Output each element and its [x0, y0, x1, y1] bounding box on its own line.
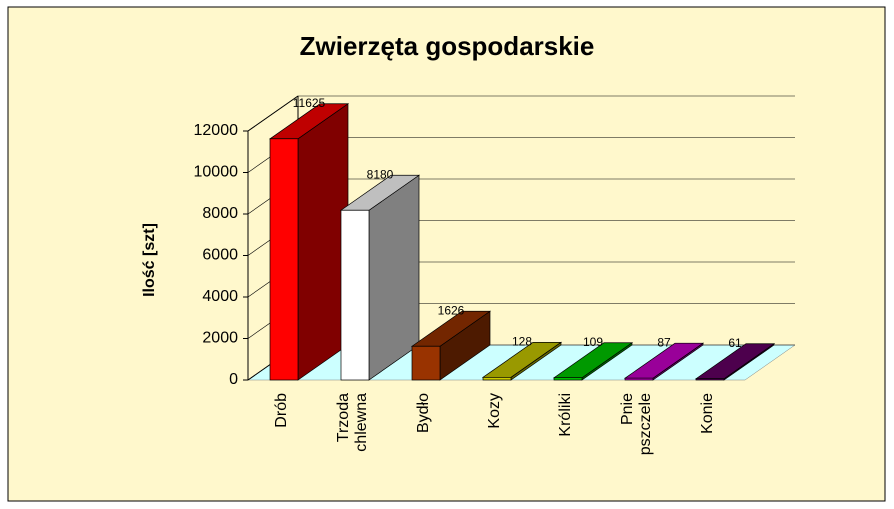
bar-side: [368, 174, 420, 381]
y-tick-label: 12000: [194, 122, 239, 139]
grid-line: [247, 95, 299, 132]
y-tick-label: 6000: [202, 247, 238, 264]
value-label: 1626: [438, 303, 465, 317]
bar: [695, 378, 725, 381]
bar: [340, 209, 370, 381]
x-tick-label: Kozy: [486, 393, 503, 429]
bar: [624, 377, 654, 381]
chart-title: Zwierzęta gospodarskie: [300, 31, 595, 61]
value-label: 128: [512, 335, 532, 349]
y-tick-label: 2000: [202, 330, 238, 347]
chart-area: [7, 6, 886, 502]
y-tick-label: 0: [229, 371, 238, 388]
bar: [411, 345, 441, 381]
bar: [269, 138, 299, 381]
x-tick-label: Trzodachlewna: [335, 393, 370, 452]
value-label: 8180: [367, 167, 394, 181]
y-tick-label: 4000: [202, 288, 238, 305]
x-tick-label: Króliki: [557, 393, 574, 437]
value-label: 109: [583, 335, 603, 349]
bar: [553, 377, 583, 381]
y-axis-label: Ilość [szt]: [141, 223, 158, 297]
x-tick-label: Konie: [699, 393, 716, 434]
value-label: 11625: [293, 96, 326, 110]
value-label: 61: [728, 336, 742, 350]
value-label: 87: [657, 335, 671, 349]
y-tick-label: 10000: [194, 164, 239, 181]
x-tick-label: Pniepszczele: [619, 393, 654, 455]
x-tick-label: Bydło: [415, 393, 432, 433]
y-tick-label: 8000: [202, 205, 238, 222]
x-tick-label: Drób: [273, 393, 290, 428]
bar-side: [297, 103, 349, 381]
bar: [482, 376, 512, 381]
